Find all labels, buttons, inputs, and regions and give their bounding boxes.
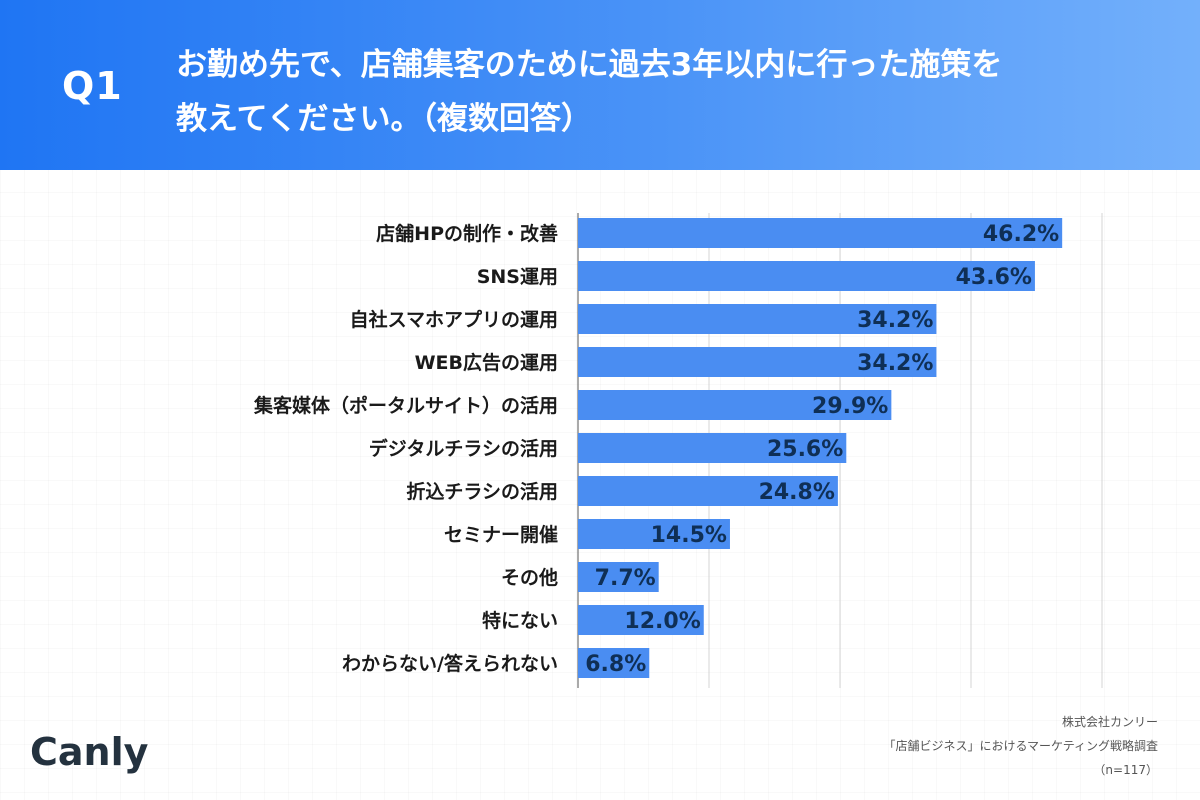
value-label: 12.0% <box>624 609 700 634</box>
source-company: 株式会社カンリー <box>1061 715 1158 729</box>
category-label: 集客媒体（ポータルサイト）の活用 <box>253 394 558 417</box>
category-label: WEB広告の運用 <box>415 351 558 374</box>
category-label: デジタルチラシの活用 <box>369 437 558 460</box>
bar <box>578 347 937 377</box>
bar <box>578 605 704 635</box>
value-label: 6.8% <box>585 652 646 677</box>
value-label: 34.2% <box>857 351 933 376</box>
bar <box>578 648 650 678</box>
category-label: セミナー開催 <box>444 523 558 546</box>
source-note: 株式会社カンリー 「店舗ビジネス」におけるマーケティング戦略調査 （n=117） <box>883 710 1158 782</box>
value-label: 43.6% <box>956 265 1032 290</box>
bar <box>578 476 838 506</box>
category-label: 折込チラシの活用 <box>406 480 558 503</box>
bar <box>578 261 1035 291</box>
bar <box>578 390 892 420</box>
sample-size: （n=117） <box>1093 763 1158 777</box>
category-label: その他 <box>501 566 558 589</box>
category-label: 店舗HPの制作・改善 <box>376 222 558 245</box>
value-label: 29.9% <box>812 394 888 419</box>
category-label: 自社スマホアプリの運用 <box>350 308 558 331</box>
bar <box>578 562 659 592</box>
bar <box>578 433 847 463</box>
source-survey: 「店舗ビジネス」におけるマーケティング戦略調査 <box>883 739 1158 753</box>
value-label: 7.7% <box>595 566 656 591</box>
question-label: Q1 <box>62 64 123 108</box>
bar <box>578 519 730 549</box>
category-label: SNS運用 <box>477 266 558 288</box>
canly-logo: Canly <box>30 730 149 774</box>
value-label: 34.2% <box>857 308 933 333</box>
category-label: わからない/答えられない <box>342 652 558 675</box>
question-line-1: お勤め先で、店舗集客のために過去3年以内に行った施策を <box>176 47 1003 83</box>
value-label: 46.2% <box>983 222 1059 247</box>
bar <box>578 304 937 334</box>
category-label: 特にない <box>482 610 558 632</box>
question-text: お勤め先で、店舗集客のために過去3年以内に行った施策を 教えてください。（複数回… <box>176 38 1166 146</box>
value-label: 25.6% <box>767 437 843 462</box>
value-label: 24.8% <box>759 480 835 505</box>
value-label: 14.5% <box>651 523 727 548</box>
header-banner: Q1 お勤め先で、店舗集客のために過去3年以内に行った施策を 教えてください。（… <box>0 0 1200 170</box>
bar <box>578 218 1063 248</box>
question-line-2: 教えてください。（複数回答） <box>176 101 593 137</box>
